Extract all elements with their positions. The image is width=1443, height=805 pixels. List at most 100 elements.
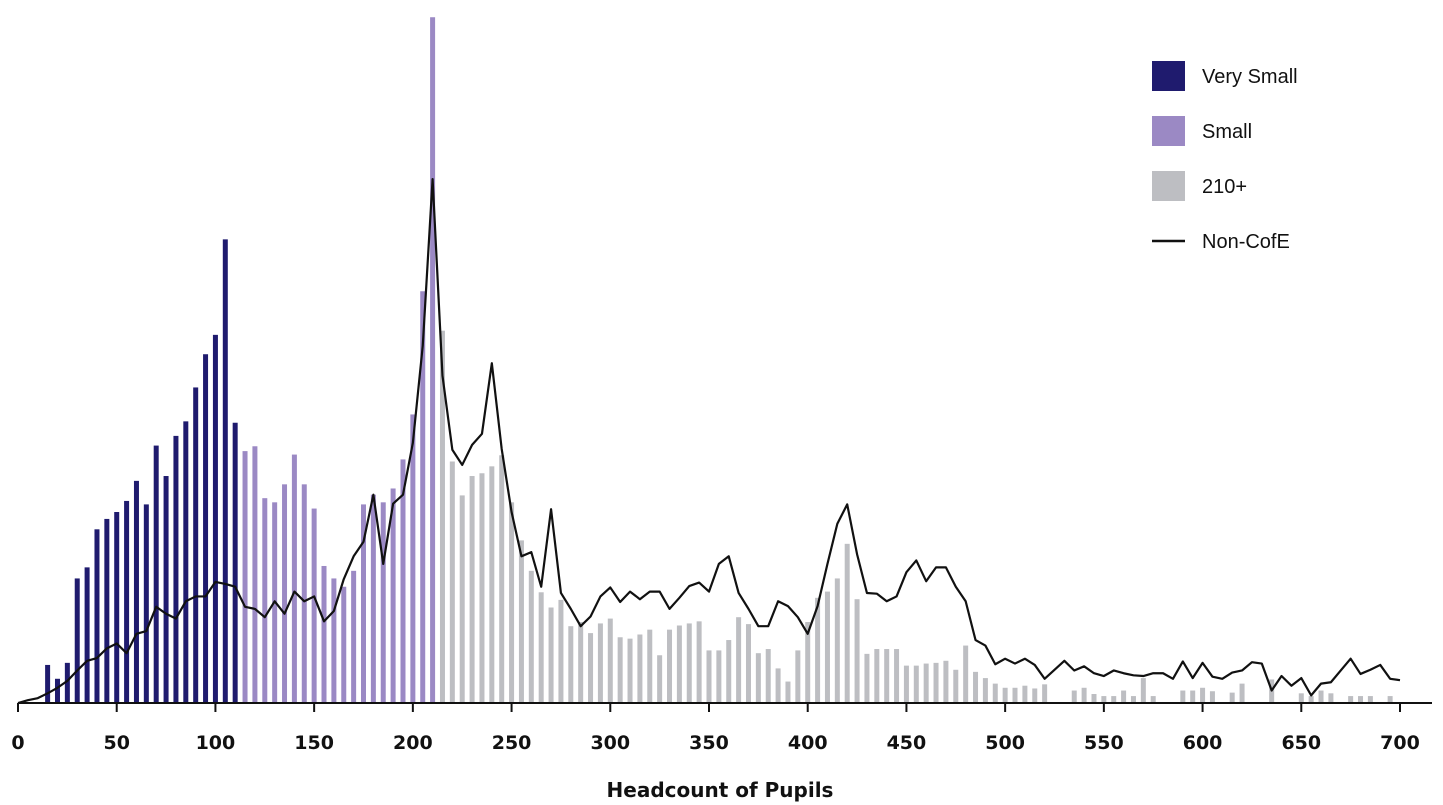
bar-210--445 <box>894 649 900 703</box>
bar-very-small-105 <box>222 239 228 704</box>
bar-210--650 <box>1298 693 1304 703</box>
bar-210--370 <box>745 624 751 703</box>
bar-small-210 <box>430 17 436 704</box>
bar-small-135 <box>282 484 288 703</box>
bar-210--295 <box>597 623 603 703</box>
bar-210--490 <box>982 678 988 703</box>
bar-210--675 <box>1348 696 1354 703</box>
bar-very-small-75 <box>163 476 169 703</box>
bar-210--265 <box>538 592 544 703</box>
x-tick-label-300: 300 <box>590 732 630 754</box>
bars-layer <box>45 17 1393 704</box>
bar-210--315 <box>637 634 643 703</box>
bar-very-small-90 <box>193 387 199 703</box>
non-cofe-line-layer <box>17 178 1401 705</box>
bar-210--540 <box>1081 687 1087 703</box>
bar-very-small-95 <box>203 354 209 703</box>
bar-210--240 <box>489 466 495 703</box>
bar-210--455 <box>913 665 919 703</box>
bar-small-175 <box>361 504 366 703</box>
bar-very-small-55 <box>124 500 130 703</box>
bar-210--255 <box>518 540 524 703</box>
x-ticks: 0 50 100 150 200 250 300 350 400 450 500 550 600 650 7… <box>11 703 1420 754</box>
bar-210--325 <box>657 655 663 703</box>
bar-210--330 <box>667 629 673 703</box>
bar-210--335 <box>676 625 682 703</box>
legend-swatch-0 <box>1152 61 1185 91</box>
bar-210--560 <box>1121 690 1127 703</box>
bar-210--220 <box>449 461 455 703</box>
bar-210--495 <box>992 683 998 703</box>
x-tick-label-600: 600 <box>1183 732 1223 754</box>
bar-210--570 <box>1140 678 1146 703</box>
bar-210--365 <box>736 617 742 703</box>
bar-very-small-80 <box>173 435 179 703</box>
bar-210--405 <box>815 597 821 703</box>
bar-210--310 <box>627 638 633 703</box>
bar-210--300 <box>607 618 613 703</box>
bar-210--695 <box>1387 696 1393 703</box>
bar-210--270 <box>548 607 554 703</box>
x-tick-label-100: 100 <box>196 732 236 754</box>
bar-very-small-70 <box>153 445 159 703</box>
bar-very-small-15 <box>45 664 51 703</box>
bar-210--535 <box>1071 690 1077 703</box>
bar-very-small-35 <box>84 567 90 703</box>
x-tick-label-350: 350 <box>689 732 729 754</box>
bar-210--290 <box>588 633 594 703</box>
bar-very-small-20 <box>54 678 60 703</box>
bar-210--320 <box>647 629 653 703</box>
bar-210--305 <box>617 637 623 703</box>
bar-210--500 <box>1002 687 1008 703</box>
bar-210--395 <box>795 650 801 703</box>
bar-small-115 <box>242 451 248 703</box>
bar-210--615 <box>1229 692 1235 703</box>
x-tick-label-250: 250 <box>492 732 532 754</box>
bar-very-small-30 <box>74 578 80 703</box>
bar-small-190 <box>390 488 396 703</box>
bar-210--215 <box>439 330 445 703</box>
bar-small-140 <box>291 454 297 703</box>
bar-210--680 <box>1358 696 1364 703</box>
bar-210--470 <box>943 660 949 703</box>
bar-210--460 <box>923 663 929 703</box>
bar-small-165 <box>341 586 347 703</box>
x-tick-label-500: 500 <box>985 732 1025 754</box>
bar-small-155 <box>321 565 327 703</box>
legend-label-3: Non-CofE <box>1202 231 1290 253</box>
bar-210--390 <box>785 681 791 703</box>
bar-very-small-25 <box>64 662 70 703</box>
legend-label-1: Small <box>1202 121 1252 143</box>
bar-small-195 <box>400 459 406 703</box>
bar-very-small-65 <box>143 504 149 703</box>
bar-210--545 <box>1091 694 1097 703</box>
bar-210--280 <box>568 626 574 703</box>
bar-210--415 <box>834 578 840 703</box>
bar-210--420 <box>844 543 850 703</box>
bar-210--360 <box>726 640 732 703</box>
bar-very-small-60 <box>133 480 139 703</box>
legend-swatch-1 <box>1152 116 1185 146</box>
bar-210--385 <box>775 668 781 703</box>
x-axis-title: Headcount of Pupils <box>607 778 834 802</box>
bar-210--685 <box>1367 696 1373 703</box>
bar-210--475 <box>953 669 959 703</box>
bar-210--480 <box>963 645 969 703</box>
bar-210--655 <box>1308 696 1314 703</box>
bar-very-small-45 <box>104 518 110 703</box>
x-tick-label-650: 650 <box>1281 732 1321 754</box>
bar-small-160 <box>331 578 337 703</box>
legend-swatch-2 <box>1152 171 1185 201</box>
bar-210--505 <box>1012 687 1018 703</box>
bar-210--275 <box>558 599 564 703</box>
bar-210--590 <box>1180 690 1186 703</box>
legend: Very Small Small 210+ Non-CofE <box>1152 61 1298 253</box>
bar-210--660 <box>1318 690 1324 703</box>
bar-210--485 <box>973 671 979 703</box>
bar-210--600 <box>1200 687 1206 703</box>
bar-210--380 <box>765 649 771 703</box>
bar-210--550 <box>1101 696 1107 703</box>
bar-210--235 <box>479 473 485 703</box>
bar-210--595 <box>1190 690 1196 703</box>
